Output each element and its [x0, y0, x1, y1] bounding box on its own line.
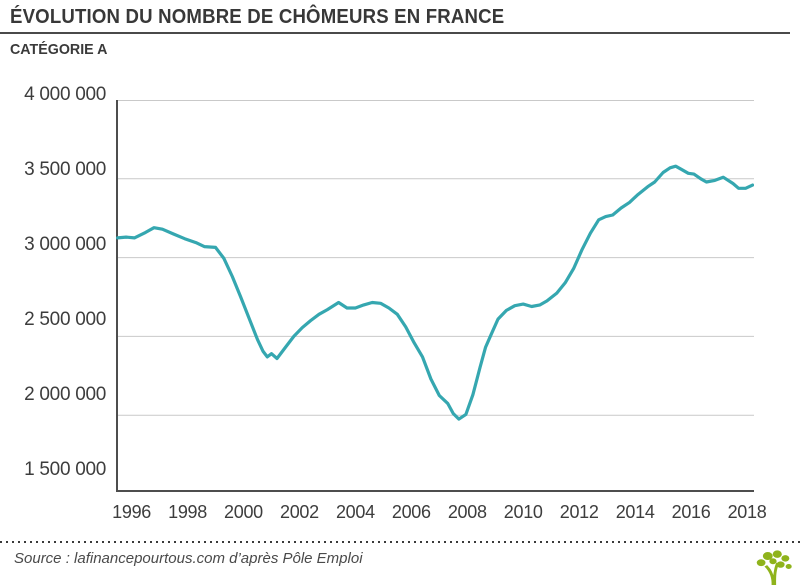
y-axis-tick-label: 2 500 000 — [24, 309, 106, 330]
x-axis-tick-label: 2008 — [447, 502, 487, 522]
x-axis-tick-label: 1996 — [112, 502, 151, 522]
x-axis-tick-label: 2010 — [503, 502, 543, 522]
y-axis-tick-label: 1 500 000 — [24, 459, 106, 480]
line-chart: 4 000 000 3 500 000 3 000 000 2 500 000 2 00… — [24, 84, 767, 522]
x-axis-tick-label: 2006 — [391, 502, 431, 522]
x-axis-tick-label: 2016 — [671, 502, 711, 522]
tree-logo-icon — [756, 550, 792, 585]
footer-divider — [0, 541, 800, 543]
x-axis-tick-label: 2002 — [280, 502, 319, 522]
gridlines — [116, 100, 754, 416]
x-axis-tick-label: 2004 — [335, 502, 375, 522]
x-axis-tick-label: 2000 — [224, 502, 263, 522]
page-title: ÉVOLUTION DU NOMBRE DE CHÔMEURS EN FRANC… — [10, 6, 505, 28]
plot-area — [116, 100, 754, 492]
source-note: Source : lafinancepourtous.com d’après P… — [14, 550, 363, 567]
x-axis-tick-label: 1998 — [168, 502, 207, 522]
y-axis-tick-label: 4 000 000 — [24, 84, 106, 105]
chart-subtitle: CATÉGORIE A — [10, 41, 108, 58]
series-line-categorie-a — [116, 164, 754, 421]
y-axis-tick-label: 3 500 000 — [24, 159, 106, 180]
y-axis-tick-label: 3 000 000 — [24, 234, 106, 255]
x-axis-tick-label: 2014 — [615, 502, 655, 522]
y-axis-tick-label: 2 000 000 — [24, 384, 106, 405]
title-divider — [0, 32, 790, 34]
x-axis-tick-label: 2012 — [559, 502, 599, 522]
x-axis-tick-label: 2018 — [727, 502, 767, 522]
